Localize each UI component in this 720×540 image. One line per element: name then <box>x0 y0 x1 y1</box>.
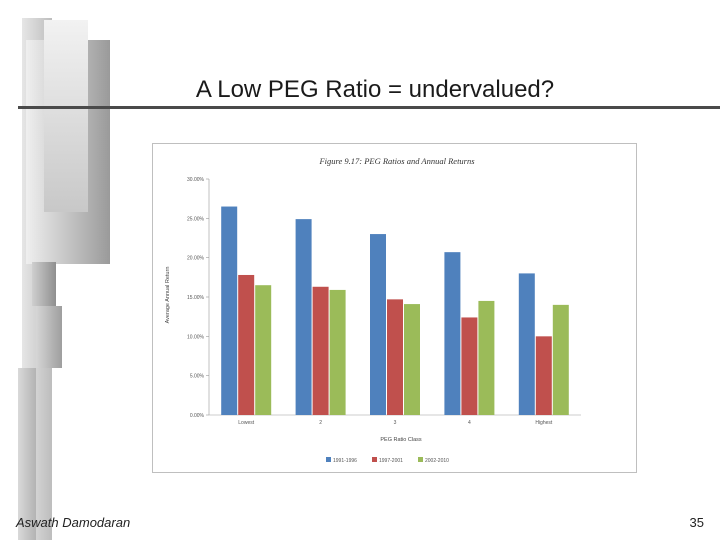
decorative-bar <box>36 306 62 368</box>
bar-1997-2001-Lowest <box>238 274 255 415</box>
title-divider <box>18 106 720 109</box>
legend-swatch <box>418 457 423 462</box>
bar-2002-2010-Lowest <box>255 285 272 415</box>
bar-1991-1996-Highest <box>518 273 535 415</box>
legend-label: 2002-2010 <box>425 458 449 464</box>
chart-figure: Figure 9.17: PEG Ratios and Annual Retur… <box>152 143 637 473</box>
y-tick-label: 25.00% <box>187 216 205 222</box>
bar-1997-2001-2 <box>312 286 329 415</box>
page-number: 35 <box>689 515 704 530</box>
legend-label: 1997-2001 <box>379 458 403 464</box>
decorative-bar <box>32 262 56 306</box>
author-footer: Aswath Damodaran <box>16 515 131 530</box>
bar-1997-2001-4 <box>461 317 478 415</box>
legend-swatch <box>326 457 331 462</box>
decorative-bar <box>44 20 88 212</box>
bar-1991-1996-4 <box>444 252 461 415</box>
bar-2002-2010-Highest <box>552 304 569 415</box>
bar-1997-2001-Highest <box>535 336 552 415</box>
x-tick-label: 3 <box>394 420 397 426</box>
bar-1997-2001-3 <box>387 299 403 415</box>
x-tick-label: 2 <box>319 420 322 426</box>
y-axis-label: Average Annual Return <box>165 267 171 324</box>
x-axis-label: PEG Ratio Class <box>380 437 422 443</box>
legend-swatch <box>372 457 377 462</box>
chart-title: Figure 9.17: PEG Ratios and Annual Retur… <box>318 156 475 166</box>
y-tick-label: 0.00% <box>190 413 205 419</box>
bar-1991-1996-3 <box>370 234 386 415</box>
bar-2002-2010-2 <box>329 289 346 415</box>
x-tick-label: 4 <box>468 420 471 426</box>
y-tick-label: 20.00% <box>187 256 205 262</box>
decorative-bar <box>18 368 36 540</box>
x-tick-label: Lowest <box>238 420 254 426</box>
bar-1991-1996-Lowest <box>221 206 238 415</box>
y-tick-label: 5.00% <box>190 374 205 380</box>
bar-2002-2010-4 <box>478 300 495 415</box>
y-tick-label: 30.00% <box>187 177 205 183</box>
slide-title: A Low PEG Ratio = undervalued? <box>195 76 555 103</box>
legend-label: 1991-1996 <box>333 458 357 464</box>
bar-2002-2010-3 <box>404 304 420 415</box>
y-tick-label: 15.00% <box>187 295 205 301</box>
bar-1991-1996-2 <box>295 219 312 415</box>
bar-chart: Figure 9.17: PEG Ratios and Annual Retur… <box>165 156 581 464</box>
y-tick-label: 10.00% <box>187 334 205 340</box>
x-tick-label: Highest <box>535 420 553 426</box>
